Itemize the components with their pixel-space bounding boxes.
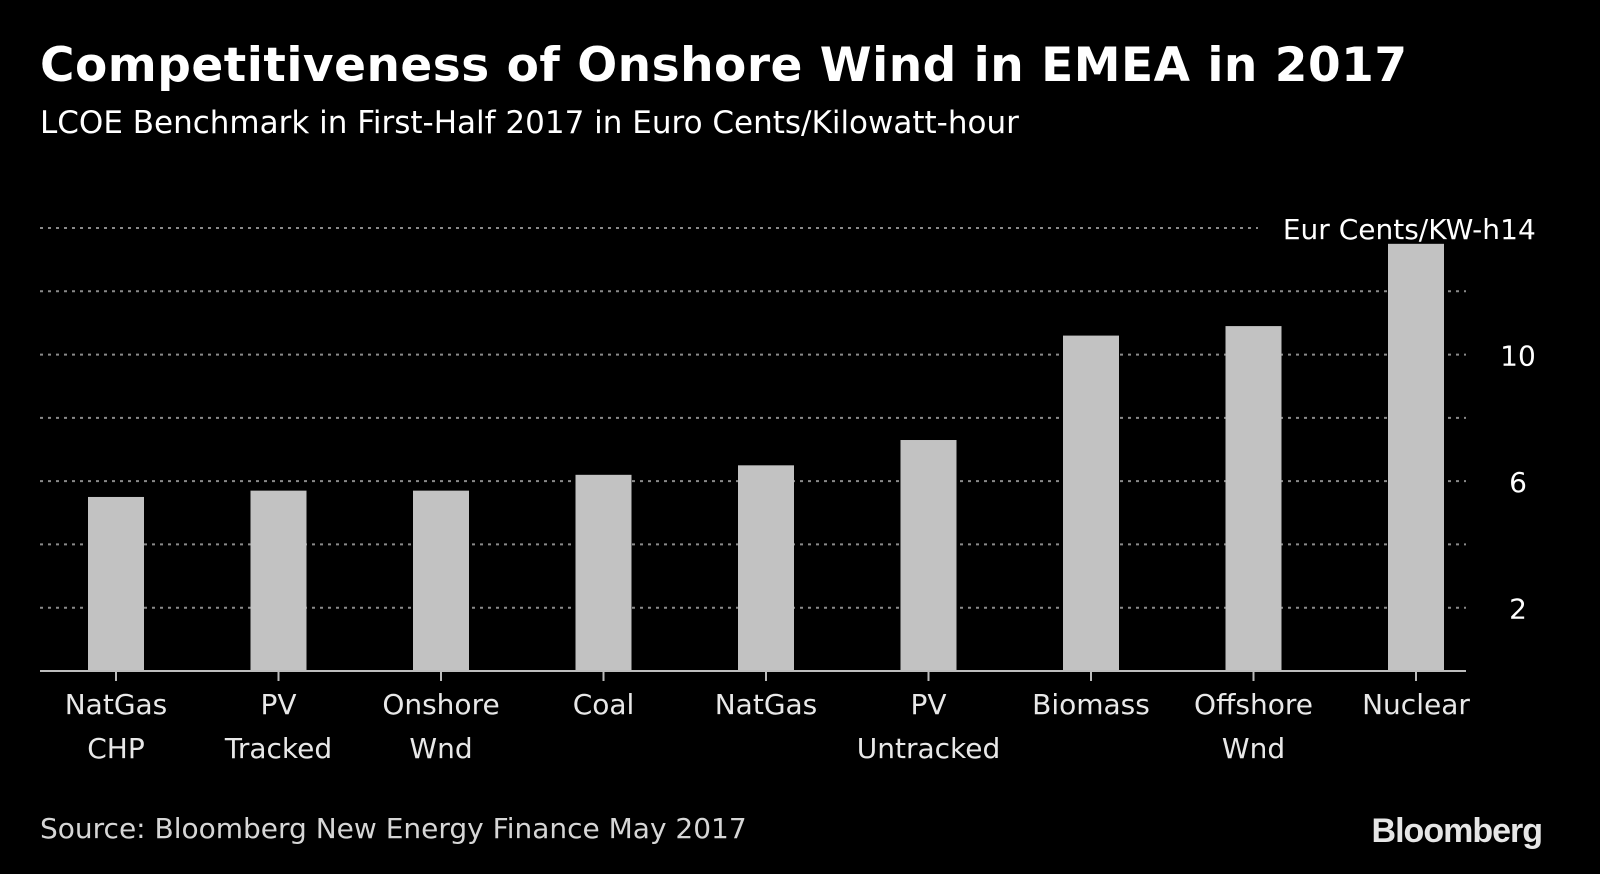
- x-category-label: Tracked: [224, 732, 332, 765]
- x-category-label: PV: [260, 688, 296, 721]
- x-category-label: Coal: [573, 688, 635, 721]
- x-category-label: Wnd: [1222, 732, 1285, 765]
- x-category-label: Offshore: [1194, 688, 1313, 721]
- y-tick-label-2: 2: [1509, 593, 1527, 626]
- x-category-label: NatGas: [715, 688, 818, 721]
- y-axis-unit-label: Eur Cents/KW-h: [1283, 213, 1500, 246]
- bar-natgas-chp: [88, 496, 144, 671]
- bar-pv-tracked: [250, 490, 307, 671]
- chart-title: Competitiveness of Onshore Wind in EMEA …: [40, 38, 1408, 93]
- x-category-label: Nuclear: [1362, 688, 1470, 721]
- x-category-label: PV: [910, 688, 946, 721]
- x-category-label: Untracked: [857, 732, 1001, 765]
- x-category-label: CHP: [87, 732, 145, 765]
- chart-subtitle: LCOE Benchmark in First-Half 2017 in Eur…: [40, 105, 1019, 141]
- x-category-label: Onshore: [382, 688, 499, 721]
- x-category-label: Biomass: [1032, 688, 1150, 721]
- y-tick-label-10: 10: [1500, 340, 1536, 373]
- bar-biomass: [1063, 335, 1119, 671]
- bar-natgas: [738, 465, 794, 671]
- bloomberg-logo: Bloomberg: [1371, 812, 1543, 850]
- bar-offshore-wnd: [1225, 326, 1282, 671]
- x-category-label: NatGas: [65, 688, 168, 721]
- x-category-label: Wnd: [409, 732, 472, 765]
- bar-nuclear: [1388, 243, 1444, 672]
- bar-pv-untracked: [900, 440, 957, 671]
- bar-coal: [575, 474, 632, 671]
- y-tick-label-14: 14: [1500, 213, 1536, 246]
- source-note: Source: Bloomberg New Energy Finance May…: [40, 812, 747, 845]
- bar-onshore-wnd: [413, 490, 469, 671]
- y-tick-label-6: 6: [1509, 466, 1527, 499]
